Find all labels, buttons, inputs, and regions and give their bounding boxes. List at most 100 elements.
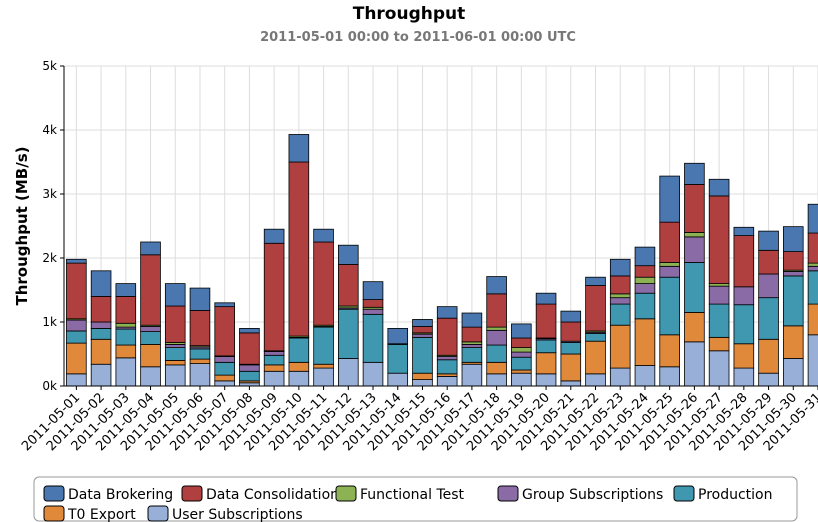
bar-segment — [140, 326, 161, 333]
bar-segment — [90, 327, 112, 340]
bar-segment — [782, 275, 804, 327]
bar-segment — [807, 270, 818, 305]
bar-segment — [535, 352, 557, 375]
bar-segment — [288, 370, 310, 387]
bar-segment — [486, 361, 507, 375]
bar-segment — [214, 302, 235, 308]
bar-segment — [90, 338, 112, 365]
bar-segment — [585, 373, 606, 387]
bar-segment — [189, 287, 211, 311]
bar-segment — [239, 327, 260, 334]
bar-segment — [807, 334, 818, 387]
bar-segment — [585, 340, 606, 375]
bar-segment — [782, 271, 804, 277]
bar-segment — [758, 273, 779, 299]
bar-segment — [288, 161, 310, 337]
bar-segment — [140, 331, 161, 345]
legend-label: Group Subscriptions — [522, 487, 663, 503]
legend-label: Data Consolidation — [206, 487, 339, 503]
bar-segment — [214, 374, 235, 382]
bar-segment — [461, 363, 483, 387]
bar-segment — [511, 369, 532, 374]
bar-segment — [634, 276, 656, 285]
bar-segment — [164, 305, 186, 343]
bar-segment — [733, 304, 755, 345]
bar-segment — [684, 262, 705, 313]
y-tick-label: 4k — [42, 123, 57, 137]
chart-title: Throughput — [353, 4, 466, 24]
legend-label: Data Brokering — [68, 487, 173, 503]
bar-segment — [164, 364, 186, 387]
bar-segment — [634, 265, 656, 278]
bar-segment — [535, 303, 557, 339]
bar-segment — [189, 348, 211, 360]
bar-segment — [436, 306, 458, 319]
bar-segment — [634, 283, 656, 294]
legend-swatch — [147, 505, 169, 522]
bar-segment — [140, 366, 161, 387]
bar-segment — [263, 370, 285, 387]
bar-segment — [634, 318, 656, 366]
bar-segment — [90, 270, 112, 297]
bar-segment — [66, 330, 87, 344]
bar-segment — [66, 262, 87, 320]
bar-segment — [338, 358, 359, 387]
bar-segment — [486, 293, 507, 328]
bar-segment — [486, 329, 507, 346]
bar-segment — [412, 379, 433, 387]
bar-segment — [362, 281, 384, 300]
bar-segment — [560, 353, 582, 382]
y-tick-label: 3k — [42, 187, 57, 201]
bar-segment — [66, 373, 87, 387]
bar-segment — [313, 367, 334, 387]
bar-segment — [758, 338, 779, 374]
bar-segment — [412, 333, 433, 338]
bar-segment — [288, 134, 310, 163]
bar-segment — [412, 336, 433, 374]
legend-label: T0 Export — [67, 507, 136, 522]
bar-segment — [214, 306, 235, 357]
bar-segment — [338, 308, 359, 359]
bar-segment — [535, 339, 557, 354]
bar-segment — [140, 241, 161, 256]
bar-segment — [362, 308, 384, 315]
bar-segment — [609, 297, 631, 305]
bar-segment — [313, 228, 334, 243]
bar-segment — [115, 344, 137, 359]
bar-segment — [782, 325, 804, 359]
bar-segment — [708, 195, 730, 284]
bar-segment — [387, 327, 409, 345]
bar-segment — [90, 321, 112, 329]
bar-segment — [263, 364, 285, 372]
bar-segment — [511, 351, 532, 358]
y-tick-label: 2k — [42, 251, 57, 265]
bar-segment — [338, 263, 359, 307]
bar-segment — [90, 295, 112, 323]
bar-segment — [338, 244, 359, 265]
bar-segment — [511, 347, 532, 353]
bar-segment — [782, 251, 804, 271]
legend-swatch — [181, 485, 203, 502]
bar-segment — [684, 341, 705, 387]
bar-segment — [164, 343, 186, 348]
bar-segment — [164, 283, 186, 307]
bar-segment — [140, 254, 161, 326]
bar-segment — [684, 311, 705, 343]
chart-subtitle: 2011-05-01 00:00 to 2011-06-01 00:00 UTC — [260, 30, 576, 45]
bar-segment — [758, 230, 779, 251]
bar-segment — [189, 358, 211, 364]
y-tick-label: 0k — [42, 379, 57, 393]
bar-segment — [387, 372, 409, 387]
bar-segment — [708, 336, 730, 352]
bar-segment — [659, 221, 680, 263]
bar-segment — [66, 258, 87, 264]
bar-segment — [609, 324, 631, 369]
bar-segment — [486, 344, 507, 363]
legend-box — [33, 476, 798, 522]
bar-segment — [412, 319, 433, 327]
bar-segment — [684, 231, 705, 238]
bar-segment — [609, 293, 631, 299]
bar-segment — [609, 258, 631, 277]
bar-segment — [313, 241, 334, 326]
bar-segment — [66, 342, 87, 375]
